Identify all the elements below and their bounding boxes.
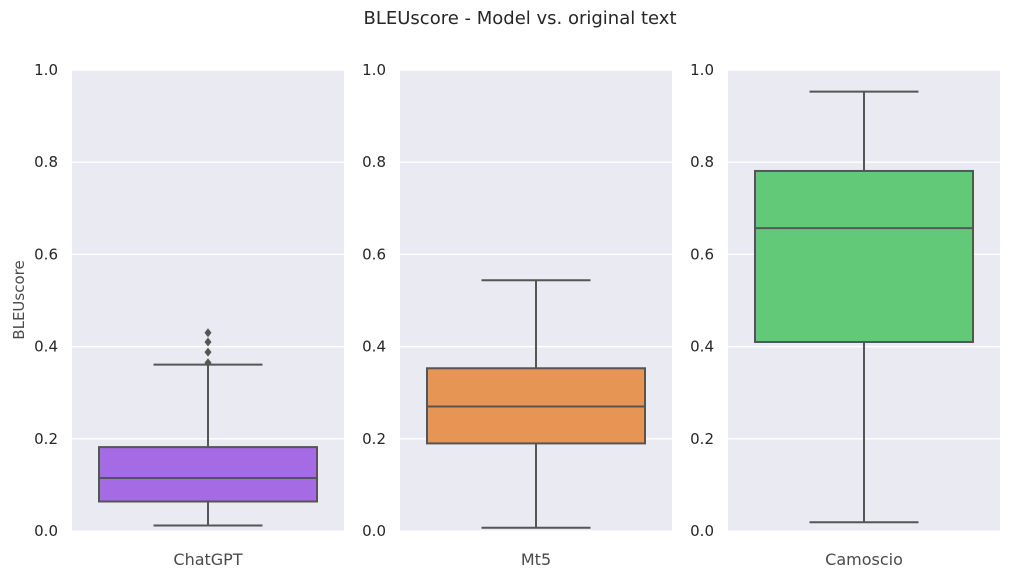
y-tick-label-mt5-3: 0.6: [362, 245, 386, 263]
y-tick-label-chatgpt-1: 0.2: [34, 430, 58, 448]
outlier-point-chatgpt-1: [204, 347, 212, 357]
outlier-point-chatgpt-3: [204, 328, 212, 338]
y-tick-label-mt5-2: 0.4: [362, 338, 386, 356]
x-category-label-mt5: Mt5: [521, 550, 551, 569]
y-tick-label-mt5-5: 1.0: [362, 61, 386, 79]
outlier-point-chatgpt-0: [204, 358, 212, 368]
outlier-point-chatgpt-2: [204, 337, 212, 347]
y-tick-label-camoscio-3: 0.6: [690, 245, 714, 263]
box-chatgpt: [98, 446, 318, 503]
y-tick-label-mt5-4: 0.8: [362, 153, 386, 171]
y-tick-label-camoscio-4: 0.8: [690, 153, 714, 171]
y-axis-label: BLEUscore: [10, 260, 28, 339]
box-camoscio: [754, 169, 974, 343]
y-tick-label-camoscio-2: 0.4: [690, 338, 714, 356]
y-tick-label-chatgpt-2: 0.4: [34, 338, 58, 356]
chart-title: BLEUscore - Model vs. original text: [364, 8, 677, 29]
y-tick-label-camoscio-5: 1.0: [690, 61, 714, 79]
y-tick-label-chatgpt-4: 0.8: [34, 153, 58, 171]
y-tick-label-mt5-1: 0.2: [362, 430, 386, 448]
y-tick-label-camoscio-0: 0.0: [690, 522, 714, 540]
y-tick-label-mt5-0: 0.0: [362, 522, 386, 540]
y-tick-label-chatgpt-5: 1.0: [34, 61, 58, 79]
y-tick-label-camoscio-1: 0.2: [690, 430, 714, 448]
y-tick-label-chatgpt-3: 0.6: [34, 245, 58, 263]
y-tick-label-chatgpt-0: 0.0: [34, 522, 58, 540]
x-category-label-camoscio: Camoscio: [825, 550, 903, 569]
x-category-label-chatgpt: ChatGPT: [173, 550, 242, 569]
